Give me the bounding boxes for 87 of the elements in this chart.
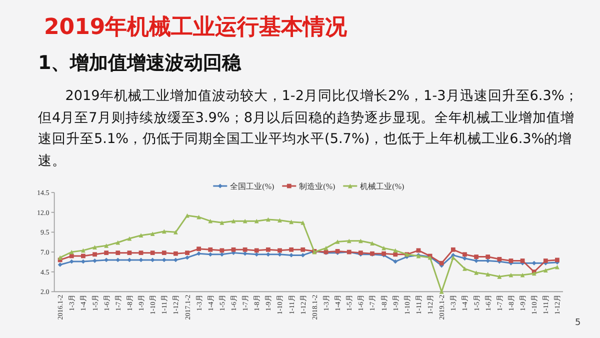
point xyxy=(138,258,144,262)
point xyxy=(335,240,340,244)
point xyxy=(254,218,259,224)
point xyxy=(486,272,490,276)
point xyxy=(242,247,248,252)
point xyxy=(162,250,166,256)
point xyxy=(555,264,560,270)
point xyxy=(81,248,86,253)
point xyxy=(278,248,282,253)
point xyxy=(393,252,398,257)
point xyxy=(138,250,144,256)
point xyxy=(300,247,306,252)
point xyxy=(462,252,467,257)
point xyxy=(220,248,224,253)
point xyxy=(58,255,62,260)
point xyxy=(173,230,178,234)
point xyxy=(242,218,248,224)
chart-title: 2019年机械工业运行基本情况 xyxy=(44,14,348,42)
point xyxy=(173,251,178,256)
point xyxy=(416,248,421,253)
point xyxy=(185,255,190,260)
point xyxy=(162,229,166,234)
point xyxy=(69,254,74,258)
point xyxy=(231,247,236,252)
point xyxy=(393,248,398,253)
point xyxy=(242,251,248,256)
point xyxy=(69,250,74,254)
point xyxy=(474,258,478,263)
point xyxy=(543,258,548,263)
legend-label: 全国工业(%) xyxy=(230,182,274,191)
point xyxy=(266,247,270,252)
point xyxy=(555,258,560,262)
point xyxy=(346,238,352,244)
text: 5 xyxy=(575,318,581,328)
point xyxy=(278,252,282,257)
point xyxy=(104,243,109,248)
point xyxy=(370,241,374,246)
legend-label: 机械工业(%) xyxy=(360,182,404,191)
legend-label: 制造业(%) xyxy=(299,182,336,191)
point xyxy=(127,250,132,256)
point xyxy=(185,250,190,256)
point xyxy=(497,274,502,279)
point xyxy=(208,218,213,224)
point xyxy=(81,254,86,258)
point xyxy=(92,258,97,263)
point xyxy=(92,252,97,257)
point xyxy=(382,246,386,250)
point xyxy=(266,217,270,222)
point xyxy=(393,259,398,264)
point xyxy=(289,220,294,224)
point xyxy=(69,259,74,264)
point xyxy=(486,254,490,259)
point xyxy=(358,238,363,244)
point xyxy=(116,250,120,256)
point xyxy=(474,270,478,275)
point xyxy=(497,256,502,262)
point xyxy=(58,262,62,267)
point xyxy=(462,266,467,271)
point xyxy=(138,233,144,238)
text: 2019年机械工业增加值波动较大，1-2月同比仅增长2%，1-3月迅速回升至6.3%；但4月至7月则持续放缓至3.9%；8月以后回稳的趋势逐步显现。全年机械工业增加值增速回升至5.1%，仍低于同期全国工业平均水平(5.7%)，也低于上年机械工业6.3%的增速。 xyxy=(38,87,580,170)
point xyxy=(196,246,202,252)
point xyxy=(196,214,202,220)
point xyxy=(450,247,456,252)
point xyxy=(231,218,236,224)
point xyxy=(508,258,514,263)
point xyxy=(150,232,155,236)
point xyxy=(486,258,490,263)
point xyxy=(278,218,282,222)
chart-subtitle: 1、增加值增速波动回稳 xyxy=(38,51,242,76)
point xyxy=(92,245,97,250)
point xyxy=(208,247,213,252)
point xyxy=(439,260,444,266)
point xyxy=(150,250,155,256)
point xyxy=(127,236,132,241)
point xyxy=(300,220,306,225)
point xyxy=(474,254,478,259)
point xyxy=(462,256,467,261)
point xyxy=(220,252,224,257)
point xyxy=(116,240,120,245)
point xyxy=(324,246,328,250)
point xyxy=(543,268,548,272)
point xyxy=(289,247,294,252)
point xyxy=(104,250,109,256)
point xyxy=(254,248,259,253)
point xyxy=(220,220,224,225)
point xyxy=(520,258,525,263)
point xyxy=(81,259,86,264)
